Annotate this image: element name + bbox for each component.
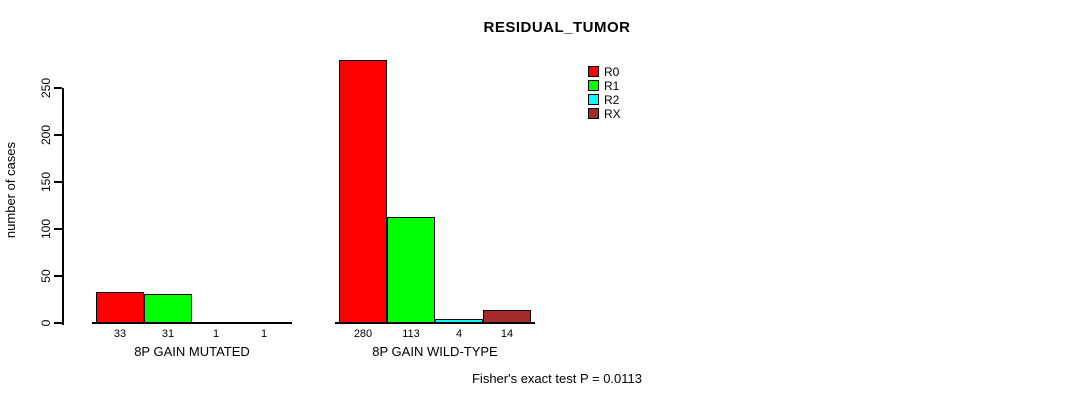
bar-rx	[240, 322, 288, 324]
bar-value-label: 4	[455, 328, 463, 340]
legend-label: R1	[604, 79, 620, 93]
legend-label: RX	[604, 107, 621, 121]
legend-label: R0	[604, 65, 620, 79]
legend-swatch-icon	[588, 80, 599, 91]
bar-rx	[483, 310, 531, 323]
bar-r2	[435, 319, 483, 323]
chart-title: RESIDUAL_TUMOR	[483, 19, 631, 36]
bar-value-label: 33	[113, 328, 127, 340]
y-tick-label: 50	[39, 269, 53, 283]
y-tick-label: 250	[39, 77, 53, 99]
bar-r2	[192, 322, 240, 324]
x-group-label: 8P GAIN MUTATED	[134, 344, 250, 359]
y-tick	[54, 87, 62, 89]
legend-swatch-icon	[588, 108, 599, 119]
y-tick	[54, 134, 62, 136]
y-tick-label: 200	[39, 124, 53, 146]
group-axis-line	[335, 322, 535, 324]
y-tick-label: 0	[39, 319, 53, 327]
stat-test-annotation: Fisher's exact test P = 0.0113	[471, 371, 642, 386]
bar-value-label: 1	[260, 328, 268, 340]
bar-r1	[387, 217, 435, 323]
y-axis-label: number of cases	[3, 141, 18, 239]
bar-value-label: 280	[353, 328, 373, 340]
bar-r0	[96, 292, 144, 323]
y-axis-line	[62, 88, 64, 325]
bar-r1	[144, 294, 192, 323]
legend-swatch-icon	[588, 94, 599, 105]
bar-value-label: 1	[212, 328, 220, 340]
y-tick-label: 150	[39, 171, 53, 193]
y-tick	[54, 228, 62, 230]
legend-swatch-icon	[588, 66, 599, 77]
bar-value-label: 14	[500, 328, 514, 340]
bar-r0	[339, 60, 387, 323]
y-tick-label: 100	[39, 218, 53, 240]
y-tick	[54, 322, 62, 324]
bar-value-label: 31	[161, 328, 175, 340]
y-tick	[54, 275, 62, 277]
legend-label: R2	[604, 93, 620, 107]
bar-value-label: 113	[402, 328, 420, 340]
x-group-label: 8P GAIN WILD-TYPE	[372, 344, 498, 359]
y-tick	[54, 181, 62, 183]
